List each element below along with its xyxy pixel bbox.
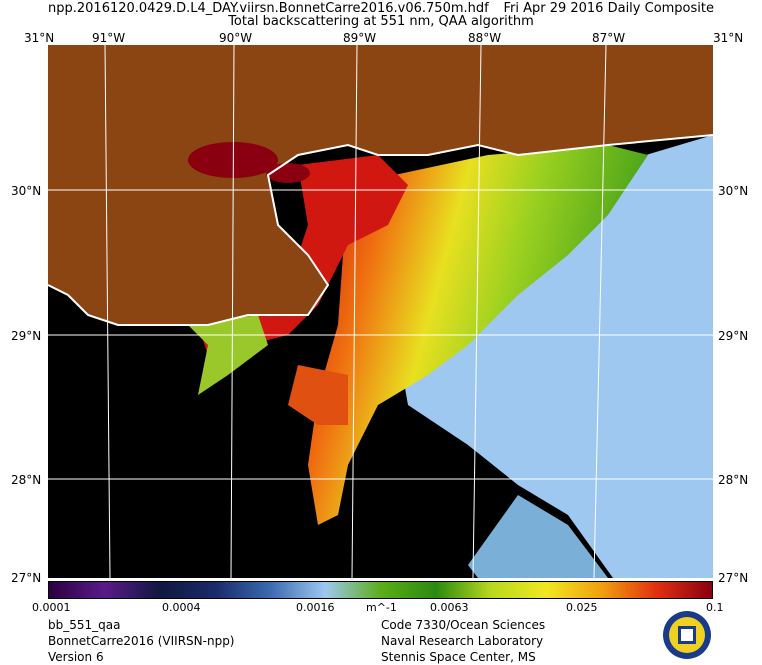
lat-label-30n-left: 30°N [11, 184, 42, 198]
corner-label-top-right: 31°N [713, 31, 744, 45]
footer-location: Stennis Space Center, MS [381, 650, 536, 664]
corner-label-top-left: 31°N [24, 31, 55, 45]
colorbar-tick-1: 0.0004 [162, 601, 201, 614]
footer-lab: Naval Research Laboratory [381, 634, 544, 648]
footer-right: Code 7330/Ocean Sciences Naval Research … [381, 617, 545, 665]
colorbar-tick-2: 0.0016 [296, 601, 335, 614]
date-title: Fri Apr 29 2016 Daily Composite [503, 1, 714, 16]
nrl-seal-logo [663, 611, 711, 659]
footer-product-code: bb_551_qaa [48, 618, 121, 632]
land-mass [48, 45, 713, 325]
lon-label-89w: 89°W [343, 31, 377, 45]
corner-label-bottom-left: 27°N [11, 571, 42, 585]
footer-region: BonnetCarre2016 (VIIRSN-npp) [48, 634, 235, 648]
footer-code: Code 7330/Ocean Sciences [381, 618, 546, 632]
colorbar-tick-0: 0.0001 [32, 601, 71, 614]
colorbar-tick-4: 0.025 [566, 601, 598, 614]
backscatter-map [48, 45, 713, 578]
lon-label-91w: 91°W [92, 31, 126, 45]
lon-label-88w: 88°W [468, 31, 502, 45]
colorbar-tick-3: 0.0063 [430, 601, 469, 614]
colorbar [48, 581, 713, 599]
colorbar-unit: m^-1 [366, 601, 397, 614]
coastline [48, 134, 713, 326]
lat-label-29n-left: 29°N [11, 329, 42, 343]
lat-label-28n-left: 28°N [11, 473, 42, 487]
lat-label-30n-right: 30°N [718, 184, 749, 198]
footer-left: bb_551_qaa BonnetCarre2016 (VIIRSN-npp) … [48, 617, 235, 665]
offshore-water-south [468, 495, 608, 578]
lat-label-29n-right: 29°N [718, 329, 749, 343]
graticule [48, 45, 713, 578]
corner-label-bottom-right: 27°N [718, 571, 749, 585]
footer-version: Version 6 [48, 650, 104, 664]
product-title: Total backscattering at 551 nm, QAA algo… [228, 14, 534, 29]
nearshore-orange-patch [288, 365, 348, 425]
file-name-title: npp.2016120.0429.D.L4_DAY.viirsn.BonnetC… [48, 1, 489, 16]
colorbar-tick-5: 0.1 [706, 601, 724, 614]
lon-label-87w: 87°W [592, 31, 626, 45]
lon-label-90w: 90°W [219, 31, 253, 45]
lat-label-28n-right: 28°N [718, 473, 749, 487]
